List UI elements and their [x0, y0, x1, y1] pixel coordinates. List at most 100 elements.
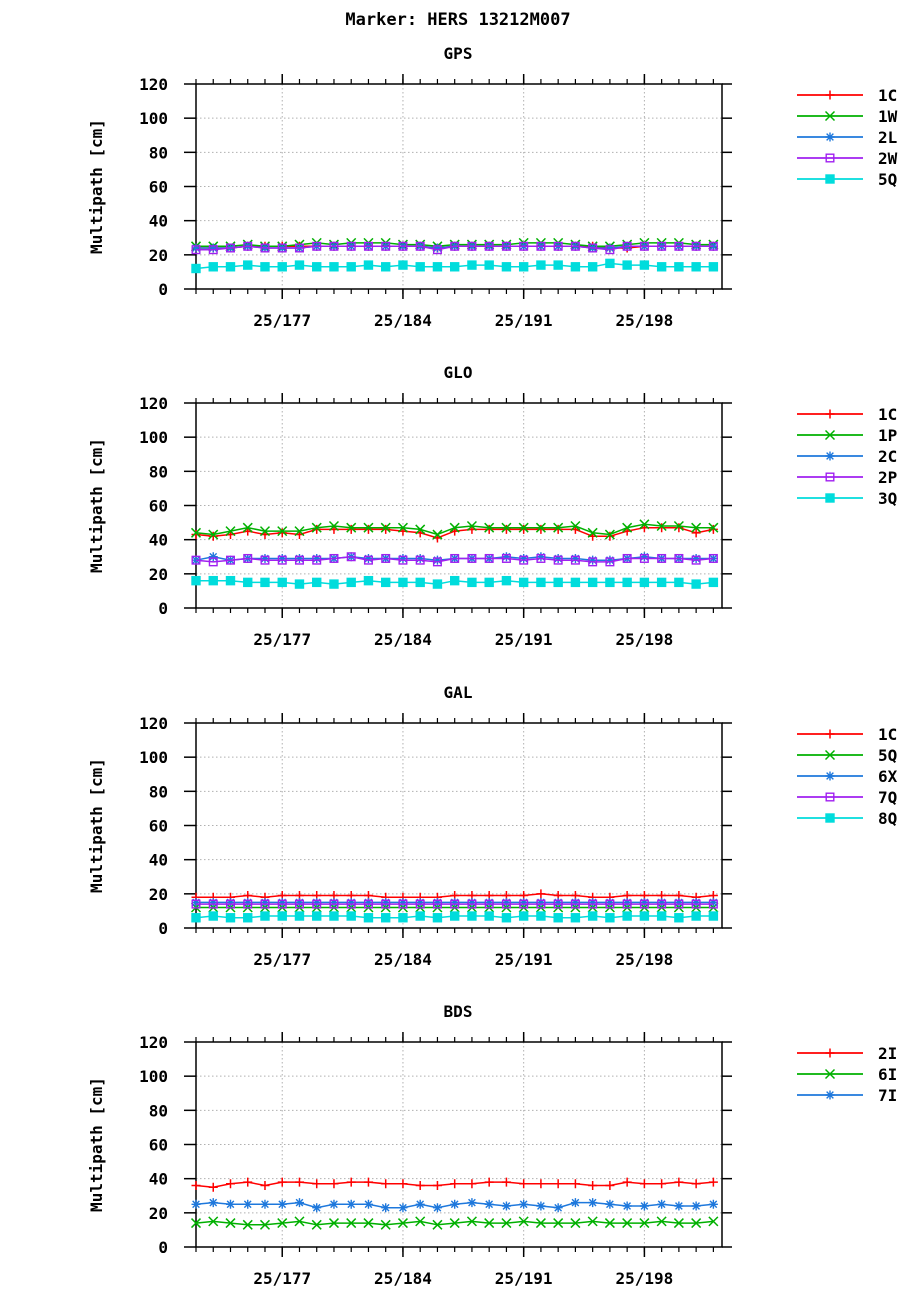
gal-point-8q [329, 911, 339, 921]
glo-point-1c [657, 523, 667, 533]
glo-point-1p [535, 522, 546, 533]
gps-point-2l [432, 243, 442, 253]
gps-legend-entry-1w: 1W [797, 107, 898, 126]
glo-point-3q [449, 575, 460, 586]
gal-point-7q [329, 899, 339, 909]
bds-point-7i [708, 1199, 718, 1209]
gps-point-2w [570, 241, 580, 251]
gal-point-6x [243, 897, 253, 907]
glo-point-2p [467, 553, 477, 563]
glo-point-1c [553, 524, 563, 534]
glo-point-2c [398, 553, 408, 563]
glo-point-3q [518, 577, 529, 588]
gal-point-6x [639, 897, 649, 907]
gps-point-2l [208, 243, 218, 253]
bds-point-7i [570, 1198, 580, 1208]
gps-point-5q [260, 262, 270, 272]
gal-point-7q [191, 899, 201, 909]
gal-point-8q [553, 913, 563, 923]
gps-point-5q [225, 262, 236, 272]
gal-point-6x [657, 897, 667, 907]
gps-point-5q [346, 262, 356, 272]
gps-point-2w [553, 241, 563, 251]
glo-point-1p [604, 529, 615, 540]
glo-point-3q [467, 577, 477, 588]
bds-point-2i [191, 1181, 201, 1190]
bds-point-2i [208, 1182, 218, 1192]
glo-point-1c [381, 524, 391, 534]
bds-point-2i [708, 1177, 718, 1187]
gps-point-2w [674, 241, 684, 251]
bds-point-7i [208, 1198, 218, 1208]
glo-point-2p [657, 553, 667, 563]
bds-point-6i [673, 1218, 684, 1229]
gal-point-6x [467, 897, 477, 907]
bds-point-2i [260, 1181, 270, 1190]
bds-point-6i [708, 1216, 719, 1227]
gps-point-5q [570, 262, 581, 272]
bds-point-7i [398, 1203, 408, 1213]
gps-ytick-label: 80 [149, 143, 168, 162]
bds-frame [195, 1041, 723, 1248]
gal-point-7q [674, 899, 684, 909]
gps-point-2w [294, 243, 304, 253]
glo-point-1c [277, 528, 287, 538]
gps-legend-entry-1c: 1C [797, 86, 897, 105]
bds-title: BDS [444, 1002, 473, 1021]
gal-point-7q [519, 899, 529, 909]
bds-point-6i [328, 1218, 339, 1229]
gal-point-7q [277, 899, 287, 909]
gps-point-5q [536, 260, 546, 270]
gal-panel: GAL Multipath [cm] 0 20 40 60 80 100 120 25/177 25… [87, 683, 898, 969]
glo-point-1c [208, 531, 218, 541]
gal-series-6x [191, 897, 718, 907]
gal-xtick-label: 25/198 [615, 950, 673, 969]
gal-legend-entry-6x: 6X [797, 767, 898, 786]
bds-point-2i [415, 1181, 425, 1190]
bds-point-6i [190, 1218, 202, 1229]
bds-point-6i [501, 1218, 512, 1229]
glo-point-2p [639, 553, 649, 563]
gal-point-6x [208, 897, 218, 907]
gal-legend-marker [824, 749, 836, 761]
bds-point-2i [605, 1181, 615, 1190]
gal-point-7q [467, 899, 477, 909]
glo-legend-entry-1c: 1C [797, 405, 897, 424]
gal-point-7q [294, 899, 304, 909]
glo-point-3q [587, 577, 598, 588]
glo-legend-label: 2P [878, 468, 897, 487]
glo-point-2p [536, 553, 546, 563]
glo-point-1p [225, 526, 236, 537]
glo-point-2p [381, 553, 391, 563]
glo-point-3q [553, 577, 563, 588]
glo-point-1p [415, 524, 426, 535]
gal-ytick-label: 100 [139, 748, 168, 767]
gal-point-8q [501, 913, 512, 923]
bds-point-6i [449, 1218, 460, 1229]
gal-point-7q [691, 899, 701, 909]
glo-point-2c [294, 553, 304, 563]
gal-point-7q [208, 899, 218, 909]
glo-point-3q [243, 577, 253, 588]
gps-ytick-label: 20 [149, 246, 168, 265]
gal-point-8q [639, 911, 650, 921]
glo-point-1p [432, 529, 443, 540]
gps-point-5q [674, 262, 684, 272]
glo-point-1p [294, 526, 305, 537]
glo-point-3q [363, 575, 374, 586]
bds-xtick-label: 25/177 [253, 1269, 311, 1288]
gps-point-5q [277, 262, 287, 272]
gps-point-5q [208, 262, 218, 272]
glo-point-1p [673, 520, 684, 532]
bds-series-7i [191, 1198, 718, 1213]
gal-point-6x [277, 897, 287, 907]
gps-point-2w [484, 241, 494, 251]
glo-point-2p [415, 555, 425, 565]
bds-point-6i [466, 1216, 477, 1227]
glo-point-2p [312, 555, 322, 565]
bds-ytick-label: 0 [158, 1238, 168, 1257]
glo-point-1c [605, 531, 615, 541]
bds-point-7i [605, 1199, 615, 1209]
bds-point-7i [243, 1199, 253, 1209]
